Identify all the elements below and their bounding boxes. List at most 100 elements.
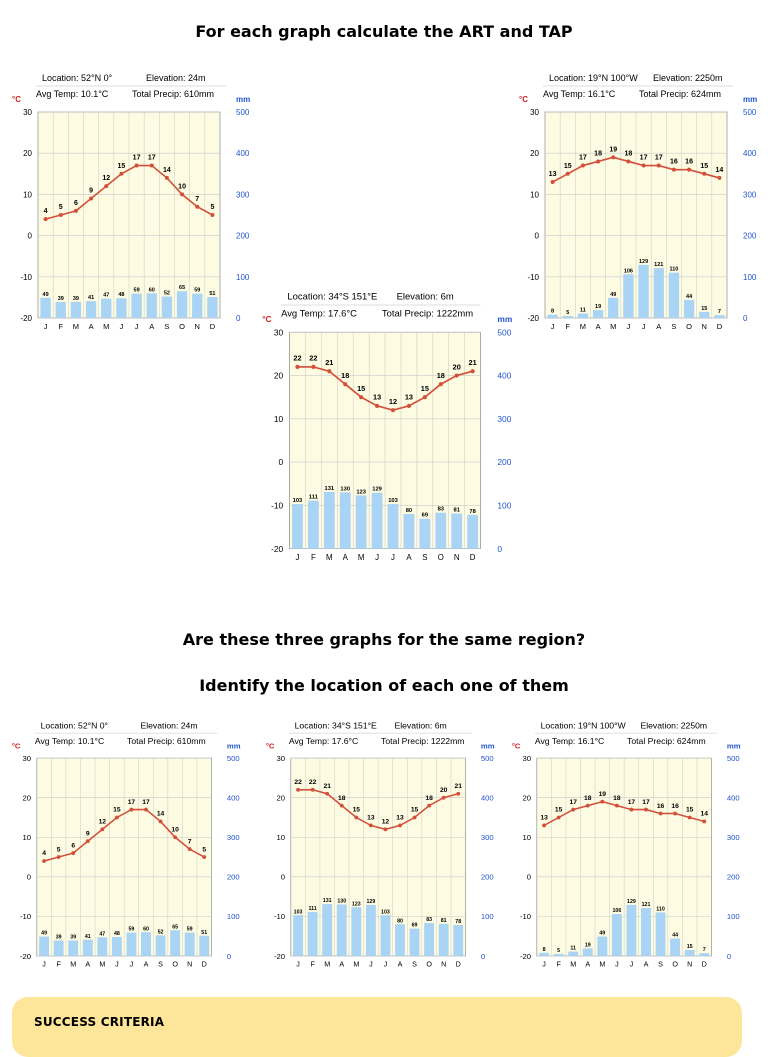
month-label: M bbox=[324, 959, 330, 968]
temp-unit-label: °C bbox=[512, 742, 521, 751]
chart-body: Location: 52°N 0° Elevation: 24m Avg Temp:… bbox=[12, 73, 250, 331]
temp-value-label: 17 bbox=[133, 155, 141, 162]
temp-value-label: 12 bbox=[389, 397, 397, 406]
temp-line bbox=[45, 164, 213, 220]
total-precip-label: Total Precip: 610mm bbox=[132, 89, 214, 99]
elevation-label: Elevation: 24m bbox=[140, 720, 197, 730]
precip-value-label: 49 bbox=[599, 931, 605, 937]
precip-tick-label: 300 bbox=[236, 190, 250, 199]
precip-bar bbox=[131, 293, 142, 318]
precip-tick-label: 500 bbox=[236, 108, 250, 117]
precip-bar bbox=[683, 299, 695, 318]
temp-value-label: 9 bbox=[89, 188, 93, 195]
precip-tick-label: 100 bbox=[497, 500, 511, 510]
precip-bar bbox=[438, 923, 449, 956]
month-label: J bbox=[135, 322, 139, 331]
temp-point bbox=[671, 167, 676, 172]
precip-value-label: 41 bbox=[88, 295, 94, 301]
temp-tick-label: -10 bbox=[20, 912, 31, 921]
temp-point bbox=[656, 163, 661, 168]
temp-point bbox=[565, 171, 570, 176]
precip-tick-label: 0 bbox=[481, 952, 485, 961]
month-label: A bbox=[149, 322, 154, 331]
precip-bar bbox=[409, 928, 420, 956]
precip-bar bbox=[322, 904, 333, 956]
temp-point bbox=[614, 803, 619, 808]
month-label: S bbox=[164, 322, 169, 331]
temp-point bbox=[71, 851, 76, 856]
temp-value-label: 10 bbox=[178, 183, 186, 190]
precip-value-label: 39 bbox=[56, 935, 62, 941]
temp-value-label: 18 bbox=[625, 150, 633, 157]
month-label: A bbox=[406, 553, 412, 562]
temp-value-label: 21 bbox=[323, 783, 331, 790]
precip-tick-label: 0 bbox=[236, 314, 241, 323]
month-label: F bbox=[58, 322, 63, 331]
month-label: M bbox=[580, 322, 586, 331]
temp-value-label: 13 bbox=[367, 815, 375, 822]
temp-point bbox=[368, 823, 373, 828]
temp-point bbox=[611, 155, 616, 160]
temp-point bbox=[398, 823, 402, 828]
temp-tick-label: 10 bbox=[23, 190, 32, 199]
location-label: Location: 34°S 151°E bbox=[295, 720, 377, 730]
precip-bar bbox=[55, 301, 66, 318]
precip-value-label: 49 bbox=[43, 292, 49, 298]
month-label: N bbox=[187, 959, 192, 968]
precip-value-label: 7 bbox=[718, 309, 721, 315]
temp-value-label: 5 bbox=[202, 846, 206, 853]
avg-temp-label: Avg Temp: 17.6°C bbox=[281, 309, 357, 320]
temp-value-label: 17 bbox=[640, 155, 648, 162]
temp-value-label: 15 bbox=[700, 163, 708, 170]
precip-value-label: 7 bbox=[703, 947, 706, 953]
temp-value-label: 19 bbox=[599, 791, 607, 798]
temp-value-label: 17 bbox=[579, 155, 587, 162]
location-label: Location: 52°N 0° bbox=[41, 720, 108, 730]
temp-point bbox=[422, 395, 427, 400]
month-label: J bbox=[384, 959, 388, 968]
month-label: M bbox=[73, 322, 79, 331]
precip-unit-label: mm bbox=[481, 742, 495, 751]
temp-point bbox=[325, 791, 330, 796]
precip-bar bbox=[307, 912, 318, 956]
precip-tick-label: 500 bbox=[481, 754, 494, 763]
precip-value-label: 39 bbox=[70, 935, 76, 941]
temp-tick-label: -10 bbox=[527, 273, 539, 282]
success-criteria-banner: SUCCESS CRITERIA bbox=[12, 997, 742, 1057]
precip-unit-label: mm bbox=[236, 95, 250, 104]
precip-value-label: 39 bbox=[73, 296, 79, 302]
temp-value-label: 10 bbox=[171, 827, 179, 834]
precip-bar bbox=[641, 908, 651, 956]
precip-value-label: 52 bbox=[164, 291, 170, 297]
temp-value-label: 15 bbox=[353, 807, 361, 814]
climograph-uk-top: Location: 52°N 0° Elevation: 24m Avg Temp:… bbox=[12, 73, 250, 331]
precip-bar bbox=[699, 953, 710, 956]
month-label: A bbox=[85, 959, 90, 968]
month-label: J bbox=[391, 553, 395, 562]
precip-bar bbox=[339, 492, 351, 549]
location-label: Location: 19°N 100°W bbox=[541, 720, 627, 730]
temp-tick-label: -20 bbox=[527, 314, 539, 323]
temp-point bbox=[296, 787, 300, 792]
temp-value-label: 13 bbox=[396, 815, 404, 822]
month-label: N bbox=[195, 322, 200, 331]
month-label: O bbox=[686, 322, 692, 331]
temp-point bbox=[470, 369, 475, 374]
temp-value-label: 21 bbox=[325, 358, 333, 367]
temp-point bbox=[702, 171, 707, 176]
temp-tick-label: 30 bbox=[522, 754, 531, 763]
precip-value-label: 49 bbox=[610, 292, 616, 298]
month-label: J bbox=[120, 322, 124, 331]
avg-temp-label: Avg Temp: 10.1°C bbox=[35, 736, 104, 746]
temp-point bbox=[129, 807, 134, 812]
precip-value-label: 69 bbox=[412, 923, 418, 929]
temp-value-label: 16 bbox=[670, 159, 678, 166]
precip-unit-label: mm bbox=[743, 95, 757, 104]
precip-value-label: 5 bbox=[557, 948, 560, 954]
temp-value-label: 13 bbox=[540, 815, 548, 822]
temp-point bbox=[134, 163, 139, 168]
month-label: S bbox=[412, 959, 417, 968]
precip-bar bbox=[351, 907, 362, 956]
precip-bar bbox=[307, 500, 319, 549]
temp-point bbox=[89, 196, 94, 201]
